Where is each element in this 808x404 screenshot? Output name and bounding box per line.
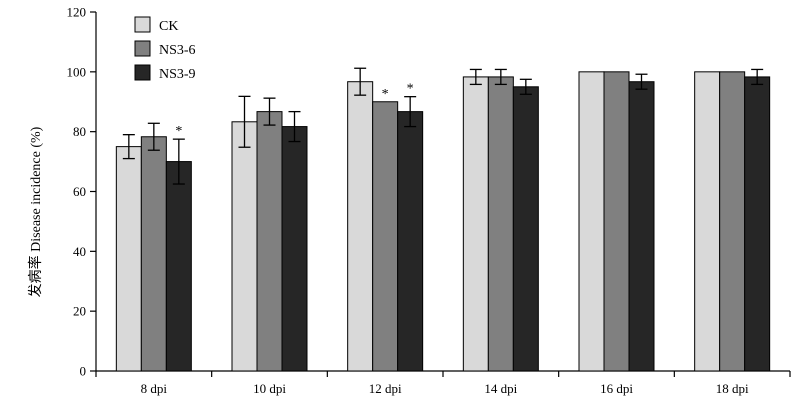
bar: [719, 71, 746, 372]
y-tick-label: 80: [73, 124, 86, 139]
legend-label: NS3-9: [159, 67, 196, 82]
bar: [165, 161, 192, 372]
bar: [281, 126, 308, 372]
significance-asterisk: *: [407, 82, 414, 97]
y-tick-label: 20: [73, 304, 86, 319]
legend-swatch: [134, 40, 151, 57]
y-tick-label: 100: [67, 64, 87, 79]
bar: [628, 81, 655, 372]
x-category-label: 14 dpi: [484, 381, 517, 396]
y-tick-label: 120: [67, 5, 87, 20]
bar: [372, 101, 399, 372]
bar: [603, 71, 630, 372]
x-category-label: 10 dpi: [253, 381, 286, 396]
bar: [462, 76, 489, 372]
bar: [744, 76, 771, 372]
x-axis: 8 dpi 10 dpi 12 dpi 14 dpi 16 dpi 18 dpi: [95, 370, 791, 396]
bar: [578, 71, 605, 372]
y-tick-label: 60: [73, 184, 86, 199]
significance-asterisk: *: [382, 87, 389, 102]
x-category-label: 16 dpi: [600, 381, 633, 396]
error-bars: [122, 67, 764, 185]
bar: [347, 81, 374, 372]
bar: [115, 146, 142, 372]
bar: [397, 111, 424, 372]
y-tick-label: 0: [80, 364, 87, 379]
bar: [694, 71, 721, 372]
bar: [231, 121, 258, 372]
legend-label: CK: [159, 19, 178, 34]
legend: CK NS3-6 NS3-9: [134, 16, 196, 82]
y-tick-label: 40: [73, 244, 86, 259]
significance-asterisk: *: [175, 124, 182, 139]
bar: [256, 111, 283, 372]
bars: [115, 71, 771, 372]
legend-swatch: [134, 16, 151, 33]
legend-swatch: [134, 64, 151, 81]
x-category-label: 8 dpi: [141, 381, 168, 396]
bar: [487, 76, 514, 372]
x-category-label: 18 dpi: [716, 381, 749, 396]
bar: [512, 86, 539, 372]
bar: [140, 136, 167, 372]
y-axis: 0 20 40 60 80 100 120: [67, 5, 97, 379]
y-axis-label: 发病率 Disease incidence (%): [27, 126, 44, 297]
significance-marks: * * *: [175, 82, 413, 139]
x-category-label: 12 dpi: [369, 381, 402, 396]
legend-label: NS3-6: [159, 43, 196, 58]
